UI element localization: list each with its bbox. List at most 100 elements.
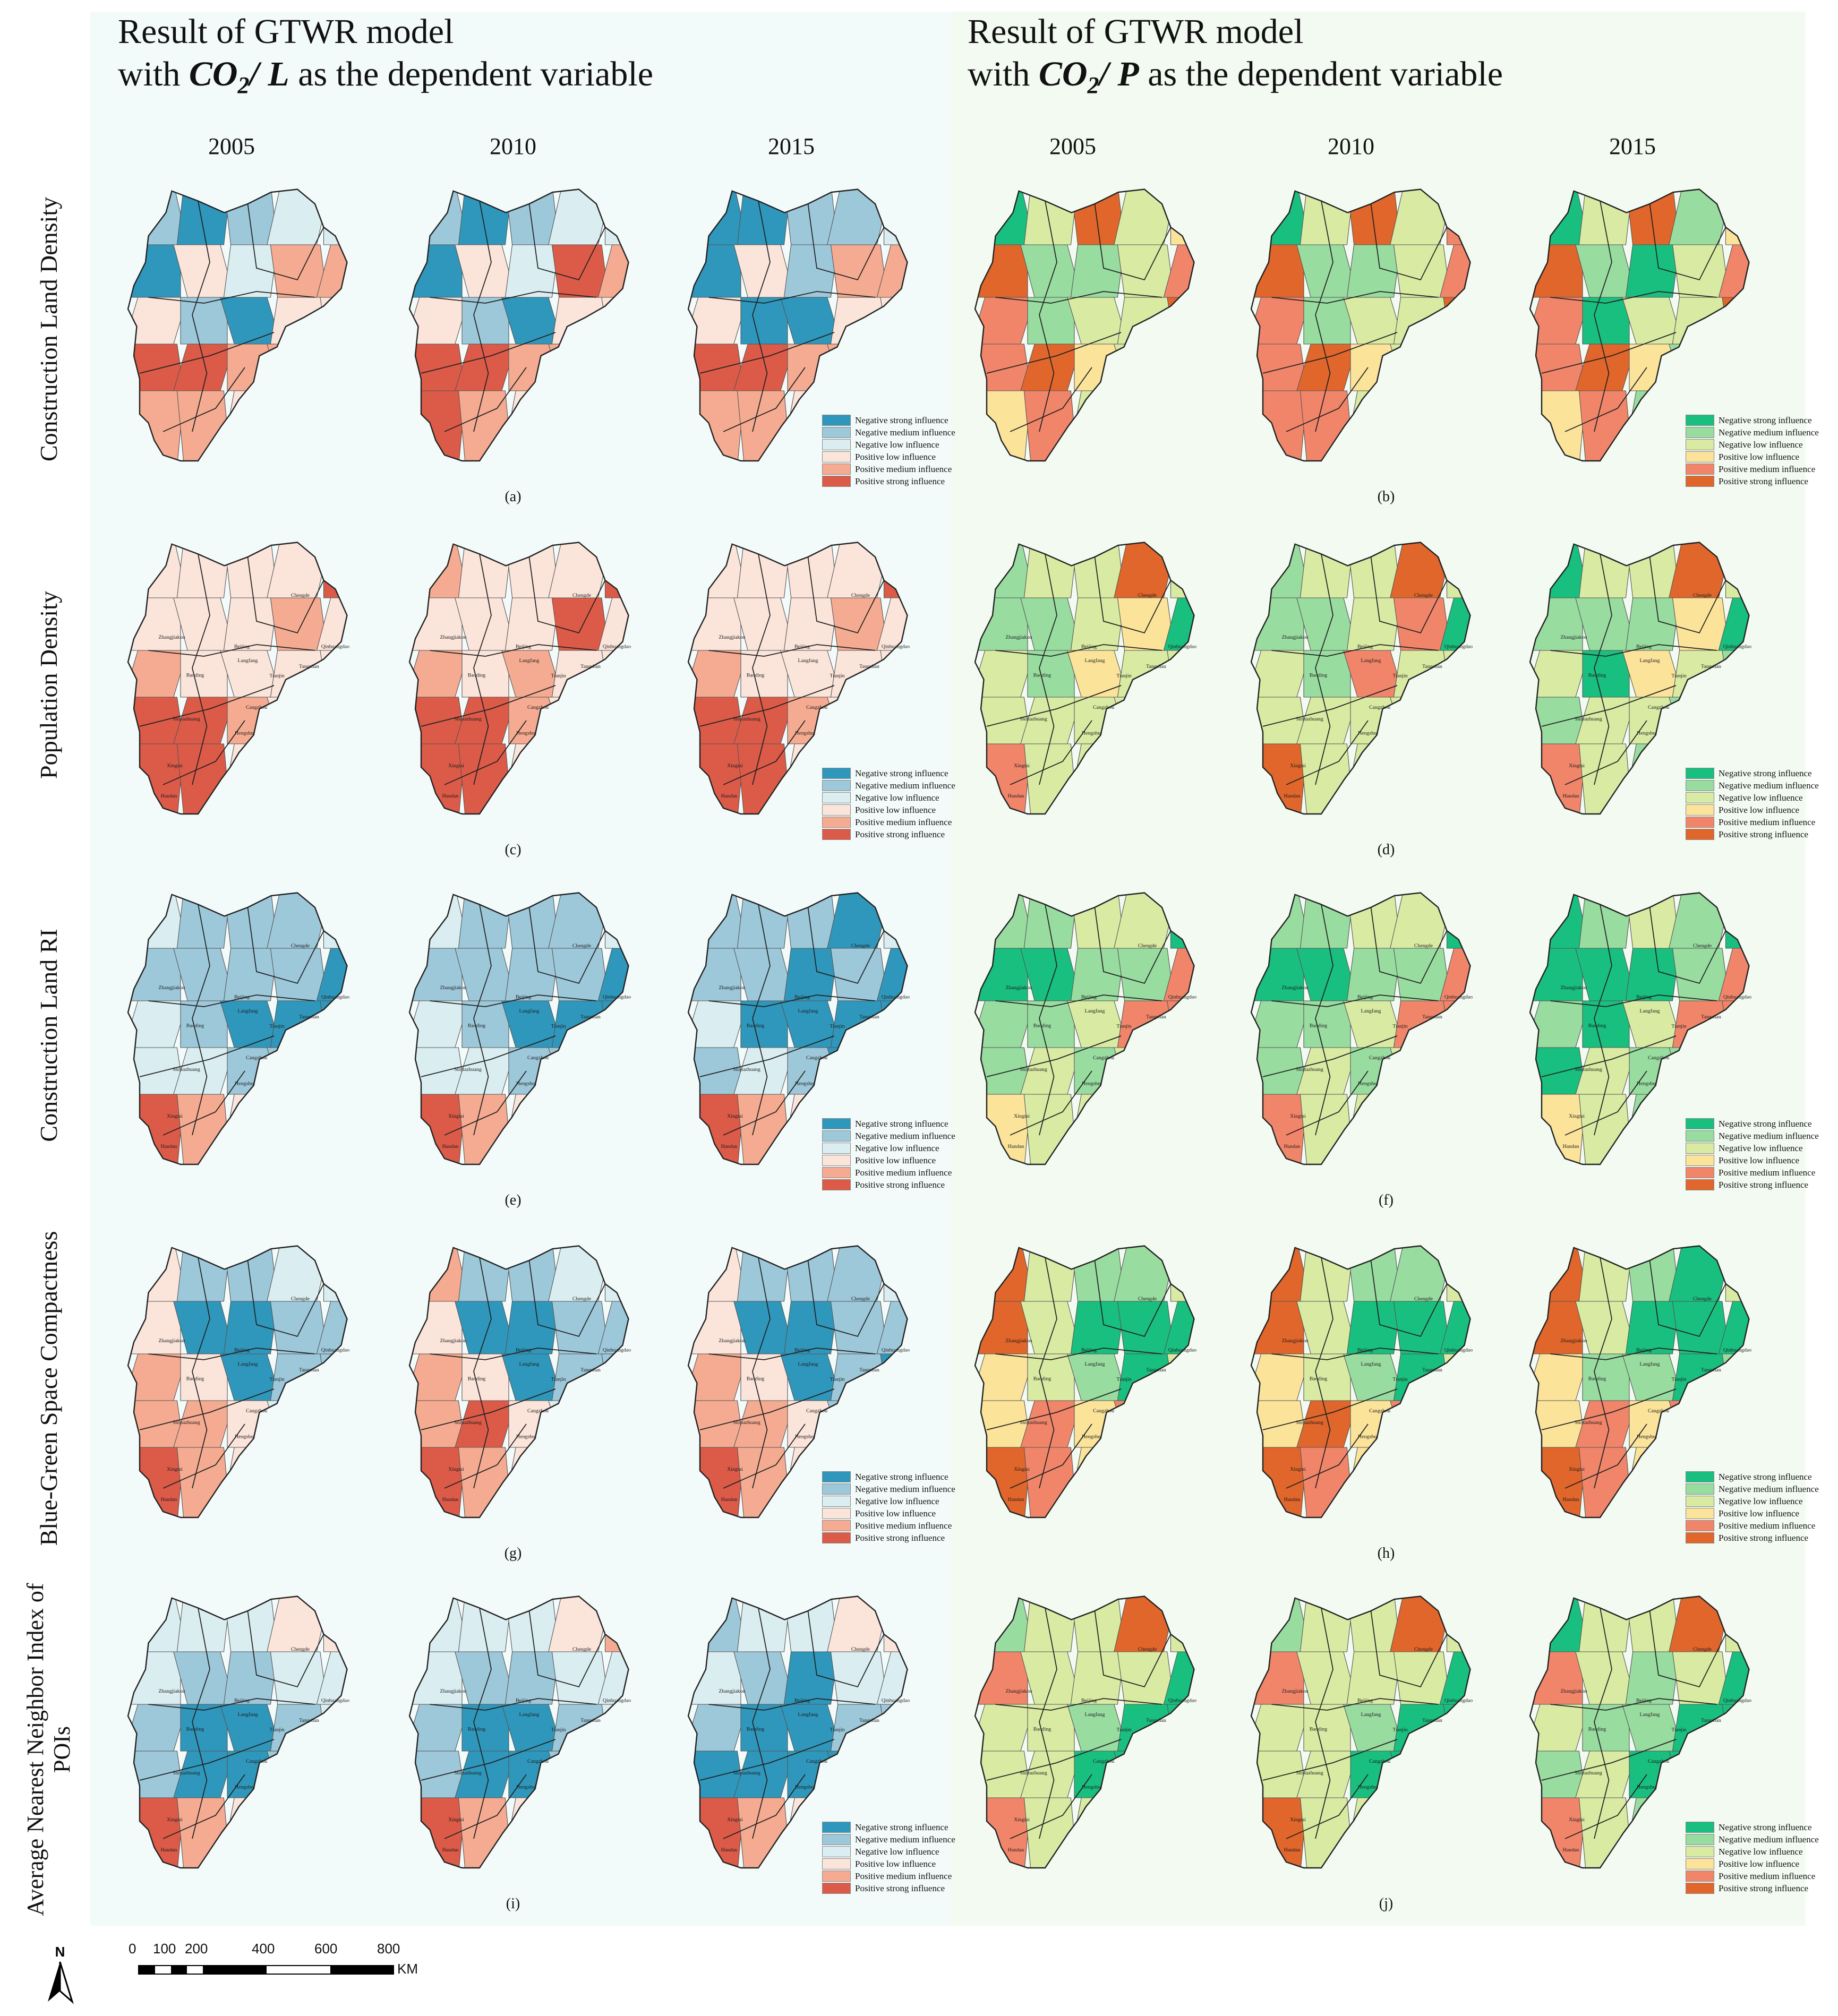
legend-item: Negative medium influence (822, 1130, 955, 1142)
county-region (1578, 1596, 1634, 1652)
legend-swatch (822, 1822, 851, 1833)
choropleth-map: Zhangjiakou Chengde Beijing Langfang Qinhuan… (408, 1245, 631, 1519)
boundary-line (723, 1070, 806, 1136)
city-label: Langfang (1640, 1008, 1660, 1014)
legend-label: Negative low influence (1719, 1846, 1803, 1857)
legend-item: Negative strong influence (1686, 1821, 1819, 1833)
north-label: N (55, 1944, 65, 1960)
county-region (1070, 1301, 1125, 1354)
county-region (827, 697, 892, 744)
boundary-line (528, 907, 606, 984)
boundary-line (1565, 1423, 1647, 1489)
boundary-line (247, 907, 324, 984)
city-label: Qinhuangdao (321, 994, 349, 1000)
county-region (737, 743, 792, 814)
city-label: Zhangjiakou (1006, 1338, 1032, 1344)
boundary-line (1541, 1388, 1677, 1430)
legend-label: Negative low influence (855, 1143, 939, 1153)
city-label: Hengshui (516, 1784, 536, 1790)
county-region (501, 1797, 563, 1868)
city-label: Cangzhou (806, 1055, 827, 1061)
legend-label: Negative medium influence (1719, 1130, 1819, 1141)
panel-caption: (b) (1377, 488, 1395, 505)
county-region (1121, 1447, 1172, 1517)
legend-label: Negative strong influence (1719, 1471, 1812, 1482)
legend-item: Positive strong influence (1686, 1882, 1819, 1894)
boundary-line (421, 1739, 556, 1781)
county-region (220, 743, 281, 814)
city-label: Tangshan (1146, 1718, 1166, 1723)
county-region (1622, 1094, 1683, 1164)
choropleth-map (687, 188, 908, 462)
county-region (1343, 1797, 1405, 1868)
county-region (1390, 1751, 1455, 1798)
city-label: Baoding (1310, 1727, 1328, 1732)
city-label: Baoding (747, 1023, 765, 1029)
city-label: Cangzhou (246, 1758, 267, 1764)
left-title-suffix: as the dependent variable (298, 55, 654, 93)
city-label: Hengshui (1082, 1784, 1102, 1790)
legend-swatch (822, 1834, 851, 1845)
county-region (1074, 344, 1122, 391)
city-label: Xingtai (1290, 763, 1306, 769)
legend-item: Negative low influence (822, 439, 955, 451)
county-region (1390, 1596, 1455, 1652)
city-label: Chengde (1693, 1296, 1712, 1302)
city-label: Zhangjiakou (1561, 1688, 1587, 1694)
legend-item: Positive strong influence (1686, 1532, 1819, 1544)
county-region (827, 542, 892, 598)
boundary-line (1286, 367, 1369, 432)
city-label: Cangzhou (527, 705, 549, 710)
city-label: Tangshan (1701, 1367, 1721, 1373)
county-region (1532, 948, 1583, 1001)
city-label: Handan (1284, 1144, 1301, 1149)
city-label: Shijiazhuang (173, 1420, 200, 1426)
region-outline (1529, 1595, 1750, 1869)
city-label: Tangshan (1701, 1718, 1721, 1723)
panel-caption: (i) (506, 1895, 520, 1912)
legend-label: Negative low influence (855, 1846, 939, 1857)
choropleth-map: Zhangjiakou Chengde Beijing Langfang Qinhuan… (974, 1595, 1196, 1869)
county-region (412, 597, 463, 651)
county-region (1669, 1246, 1733, 1302)
city-label: Chengde (851, 593, 870, 598)
boundary-line (430, 994, 597, 1007)
county-region (1530, 1094, 1587, 1164)
county-region (1251, 1447, 1308, 1517)
city-label: Cangzhou (246, 705, 267, 710)
city-label: Qinhuangdao (321, 1698, 349, 1704)
city-label: Beijing (1357, 1348, 1373, 1353)
city-label: Xingtai (1290, 1817, 1306, 1823)
city-label: Tianjin (1392, 1024, 1407, 1030)
legend-item: Positive medium influence (1686, 1870, 1819, 1882)
city-label: Xingtai (448, 1817, 464, 1823)
city-label: Baoding (186, 1023, 204, 1029)
county-region (1251, 1797, 1308, 1868)
city-label: Tangshan (299, 1014, 319, 1020)
city-label: Chengde (572, 593, 592, 598)
city-label: Handan (1284, 1497, 1301, 1503)
legend-swatch (1686, 1846, 1714, 1857)
city-label: Shijiazhuang (1575, 1770, 1602, 1776)
boundary-line (1094, 1260, 1172, 1337)
boundary-line (723, 720, 806, 785)
boundary-line (473, 554, 492, 785)
right-var-main: CO (1038, 55, 1088, 93)
county-region (555, 390, 606, 461)
city-label: Cangzhou (1093, 1758, 1114, 1764)
legend-label: Positive low influence (1719, 451, 1800, 462)
city-label: Chengde (1414, 1296, 1433, 1302)
county-region (737, 1094, 792, 1164)
county-region (1390, 542, 1455, 598)
county-region (176, 1447, 232, 1517)
county-region (1346, 948, 1401, 1001)
city-label: Tianjin (1392, 1727, 1407, 1733)
city-label: Chengde (572, 943, 592, 949)
city-label: Xingtai (727, 763, 743, 769)
county-region (505, 244, 560, 298)
legend-swatch (1686, 804, 1714, 816)
county-region (267, 697, 331, 744)
county-region (458, 1797, 513, 1868)
city-label: Cangzhou (806, 1758, 827, 1764)
boundary-line (430, 644, 597, 657)
